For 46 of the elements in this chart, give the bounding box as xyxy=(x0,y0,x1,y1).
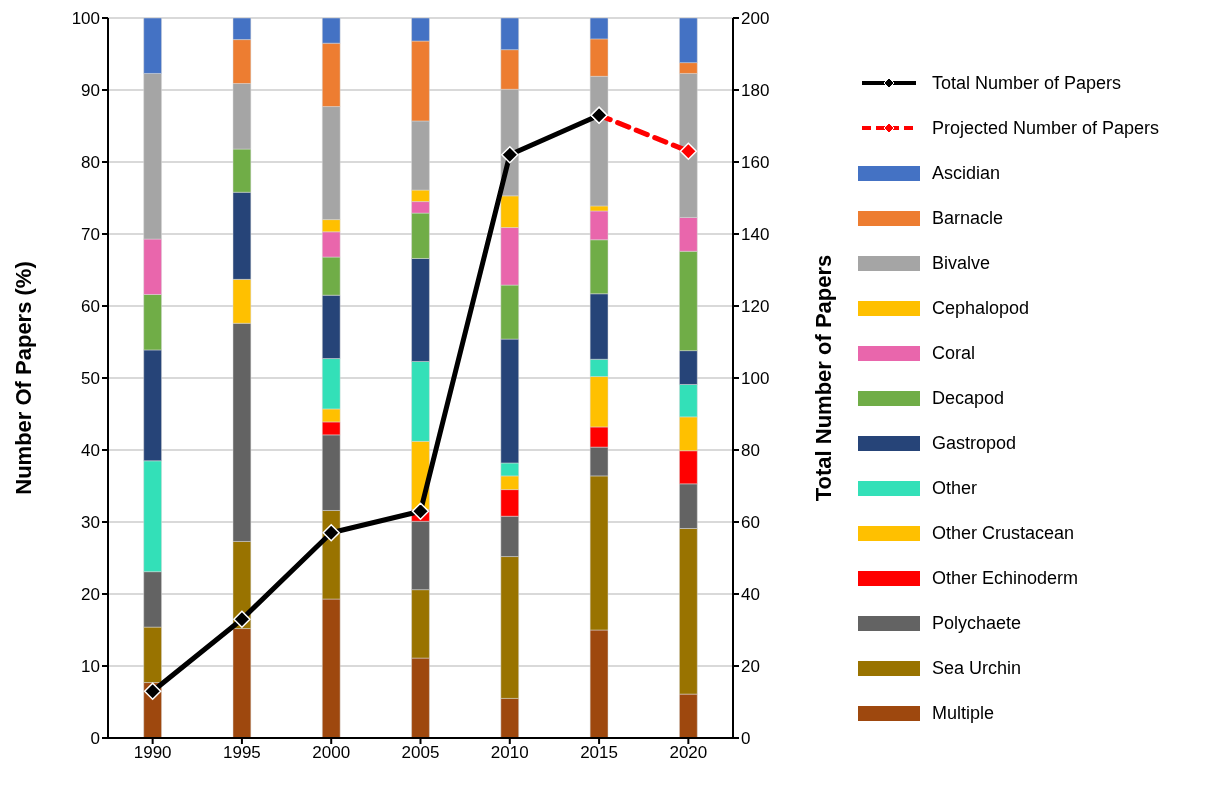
legend-label: Ascidian xyxy=(932,162,1001,184)
y-tick-label: 20 xyxy=(81,585,100,605)
y2-tick-label: 160 xyxy=(741,153,770,173)
legend-label: Other Crustacean xyxy=(932,522,1075,544)
y2-tick-label: 20 xyxy=(741,657,760,677)
y2-tick-label: 140 xyxy=(741,225,770,245)
legend-label: Projected Number of Papers xyxy=(932,117,1160,139)
x-tick-label: 2010 xyxy=(490,743,529,763)
x-tick-label: 1995 xyxy=(223,743,261,763)
x-tick-label: 2015 xyxy=(580,743,618,763)
legend-label: Polychaete xyxy=(932,612,1022,634)
y2-tick-label: 120 xyxy=(741,297,770,317)
y-tick-label: 30 xyxy=(81,513,100,533)
legend-label: Gastropod xyxy=(932,432,1017,454)
x-tick-label: 2000 xyxy=(312,743,351,763)
legend-label: Other xyxy=(932,477,978,499)
legend-label: Barnacle xyxy=(932,207,1004,229)
y2-tick-label: 80 xyxy=(741,441,760,461)
legend-label: Cephalopod xyxy=(932,297,1030,319)
y-tick-label: 70 xyxy=(81,225,100,245)
y2-tick-label: 40 xyxy=(741,585,760,605)
y-tick-label: 80 xyxy=(81,153,100,173)
legend-label: Total Number of Papers xyxy=(932,72,1122,94)
y2-tick-label: 200 xyxy=(741,9,770,29)
y-tick-label: 100 xyxy=(71,9,100,29)
x-tick-label: 2005 xyxy=(401,743,440,763)
y-tick-label: 0 xyxy=(90,729,100,749)
y-tick-label: 40 xyxy=(81,441,100,461)
y-tick-label: 50 xyxy=(81,369,100,389)
legend-label: Sea Urchin xyxy=(932,657,1022,679)
x-tick-label: 1990 xyxy=(133,743,172,763)
legend-label: Decapod xyxy=(932,387,1005,409)
y2-tick-label: 180 xyxy=(741,81,770,101)
x-tick-label: 2020 xyxy=(669,743,708,763)
legend-label: Bivalve xyxy=(932,252,991,274)
y2-tick-label: 60 xyxy=(741,513,760,533)
legend-label: Other Echinoderm xyxy=(932,567,1079,589)
y2-tick-label: 100 xyxy=(741,369,770,389)
y2-axis-title: Total Number of Papers xyxy=(810,254,836,502)
y-tick-label: 10 xyxy=(81,657,100,677)
y-tick-label: 90 xyxy=(81,81,100,101)
y-tick-label: 60 xyxy=(81,297,100,317)
legend-label: Coral xyxy=(932,342,976,364)
y2-tick-label: 0 xyxy=(741,729,751,749)
y-axis-title: Number Of Papers (%) xyxy=(10,261,36,495)
legend-label: Multiple xyxy=(932,702,995,724)
